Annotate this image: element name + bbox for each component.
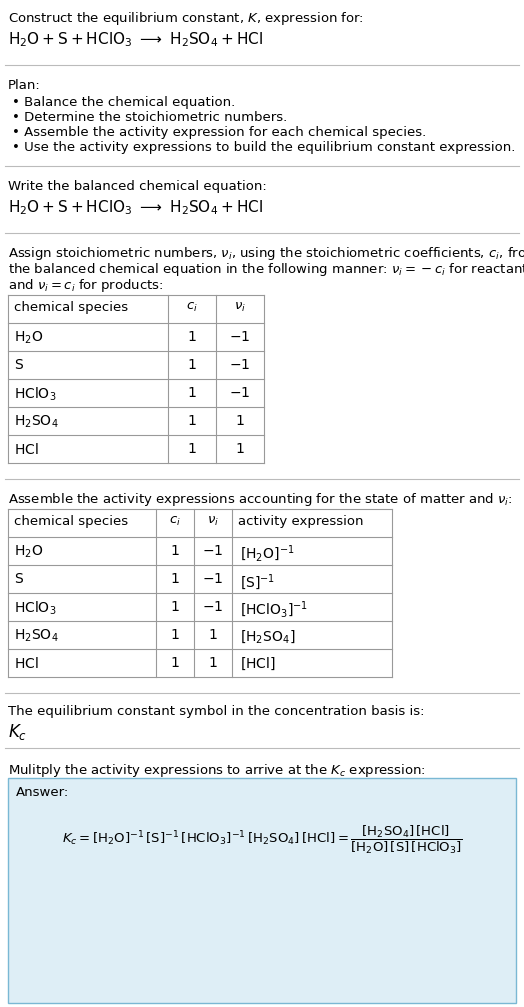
Text: 1: 1 — [171, 628, 179, 642]
Text: activity expression: activity expression — [238, 515, 364, 528]
Text: The equilibrium constant symbol in the concentration basis is:: The equilibrium constant symbol in the c… — [8, 705, 424, 718]
Text: $-1$: $-1$ — [202, 600, 224, 614]
Text: $\mathrm{HClO_3}$: $\mathrm{HClO_3}$ — [14, 600, 57, 617]
Text: $-1$: $-1$ — [230, 386, 250, 400]
Text: the balanced chemical equation in the following manner: $\nu_i = -c_i$ for react: the balanced chemical equation in the fo… — [8, 261, 524, 278]
Text: $[\mathrm{HClO_3}]^{-1}$: $[\mathrm{HClO_3}]^{-1}$ — [240, 600, 308, 620]
Text: $\mathrm{HCl}$: $\mathrm{HCl}$ — [14, 442, 39, 457]
Text: $\mathrm{S}$: $\mathrm{S}$ — [14, 572, 24, 586]
Text: and $\nu_i = c_i$ for products:: and $\nu_i = c_i$ for products: — [8, 277, 163, 294]
Text: chemical species: chemical species — [14, 301, 128, 314]
Text: 1: 1 — [188, 414, 196, 428]
Text: $c_i$: $c_i$ — [169, 515, 181, 528]
Text: Assemble the activity expressions accounting for the state of matter and $\nu_i$: Assemble the activity expressions accoun… — [8, 491, 512, 508]
Text: Answer:: Answer: — [16, 786, 69, 799]
Text: 1: 1 — [171, 600, 179, 614]
Text: 1: 1 — [188, 330, 196, 344]
Text: $\mathrm{H_2O}$: $\mathrm{H_2O}$ — [14, 330, 43, 346]
Text: • Use the activity expressions to build the equilibrium constant expression.: • Use the activity expressions to build … — [12, 141, 516, 154]
Text: $\mathrm{H_2O}$: $\mathrm{H_2O}$ — [14, 544, 43, 561]
Text: $\mathrm{H_2O + S + HClO_3\ \longrightarrow\ H_2SO_4 + HCl}$: $\mathrm{H_2O + S + HClO_3\ \longrightar… — [8, 30, 263, 48]
Text: $-1$: $-1$ — [202, 572, 224, 586]
FancyBboxPatch shape — [8, 778, 516, 1003]
Text: $1$: $1$ — [235, 442, 245, 456]
Text: 1: 1 — [171, 656, 179, 670]
Text: $1$: $1$ — [208, 628, 218, 642]
Text: $\nu_i$: $\nu_i$ — [234, 301, 246, 314]
Text: • Assemble the activity expression for each chemical species.: • Assemble the activity expression for e… — [12, 126, 426, 139]
Text: $[\mathrm{HCl}]$: $[\mathrm{HCl}]$ — [240, 656, 276, 673]
Text: $\nu_i$: $\nu_i$ — [207, 515, 219, 528]
Text: $-1$: $-1$ — [230, 358, 250, 372]
Text: $\mathrm{H_2O + S + HClO_3\ \longrightarrow\ H_2SO_4 + HCl}$: $\mathrm{H_2O + S + HClO_3\ \longrightar… — [8, 198, 263, 217]
Text: Mulitply the activity expressions to arrive at the $K_c$ expression:: Mulitply the activity expressions to arr… — [8, 762, 426, 779]
Text: 1: 1 — [171, 544, 179, 558]
Text: $[\mathrm{H_2SO_4}]$: $[\mathrm{H_2SO_4}]$ — [240, 628, 296, 644]
Text: $1$: $1$ — [235, 414, 245, 428]
Text: $\mathrm{H_2SO_4}$: $\mathrm{H_2SO_4}$ — [14, 414, 59, 430]
Text: 1: 1 — [188, 442, 196, 456]
Text: chemical species: chemical species — [14, 515, 128, 528]
Text: $\mathrm{S}$: $\mathrm{S}$ — [14, 358, 24, 372]
Text: $-1$: $-1$ — [202, 544, 224, 558]
Text: Construct the equilibrium constant, $K$, expression for:: Construct the equilibrium constant, $K$,… — [8, 10, 364, 27]
Text: Plan:: Plan: — [8, 79, 41, 92]
Text: $K_c = [\mathrm{H_2O}]^{-1}\,[\mathrm{S}]^{-1}\,[\mathrm{HClO_3}]^{-1}\,[\mathrm: $K_c = [\mathrm{H_2O}]^{-1}\,[\mathrm{S}… — [61, 824, 463, 856]
Text: Assign stoichiometric numbers, $\nu_i$, using the stoichiometric coefficients, $: Assign stoichiometric numbers, $\nu_i$, … — [8, 245, 524, 262]
Text: • Balance the chemical equation.: • Balance the chemical equation. — [12, 96, 235, 109]
Text: $c_i$: $c_i$ — [186, 301, 198, 314]
Text: Write the balanced chemical equation:: Write the balanced chemical equation: — [8, 180, 267, 193]
Text: $1$: $1$ — [208, 656, 218, 670]
Text: $[\mathrm{H_2O}]^{-1}$: $[\mathrm{H_2O}]^{-1}$ — [240, 544, 294, 564]
Text: $\mathrm{H_2SO_4}$: $\mathrm{H_2SO_4}$ — [14, 628, 59, 644]
Text: • Determine the stoichiometric numbers.: • Determine the stoichiometric numbers. — [12, 111, 287, 124]
Text: 1: 1 — [171, 572, 179, 586]
Text: $\mathrm{HCl}$: $\mathrm{HCl}$ — [14, 656, 39, 671]
Text: $\mathrm{HClO_3}$: $\mathrm{HClO_3}$ — [14, 386, 57, 404]
Text: $[\mathrm{S}]^{-1}$: $[\mathrm{S}]^{-1}$ — [240, 572, 275, 592]
Text: 1: 1 — [188, 358, 196, 372]
Text: $-1$: $-1$ — [230, 330, 250, 344]
Text: $K_c$: $K_c$ — [8, 722, 27, 742]
Text: 1: 1 — [188, 386, 196, 400]
